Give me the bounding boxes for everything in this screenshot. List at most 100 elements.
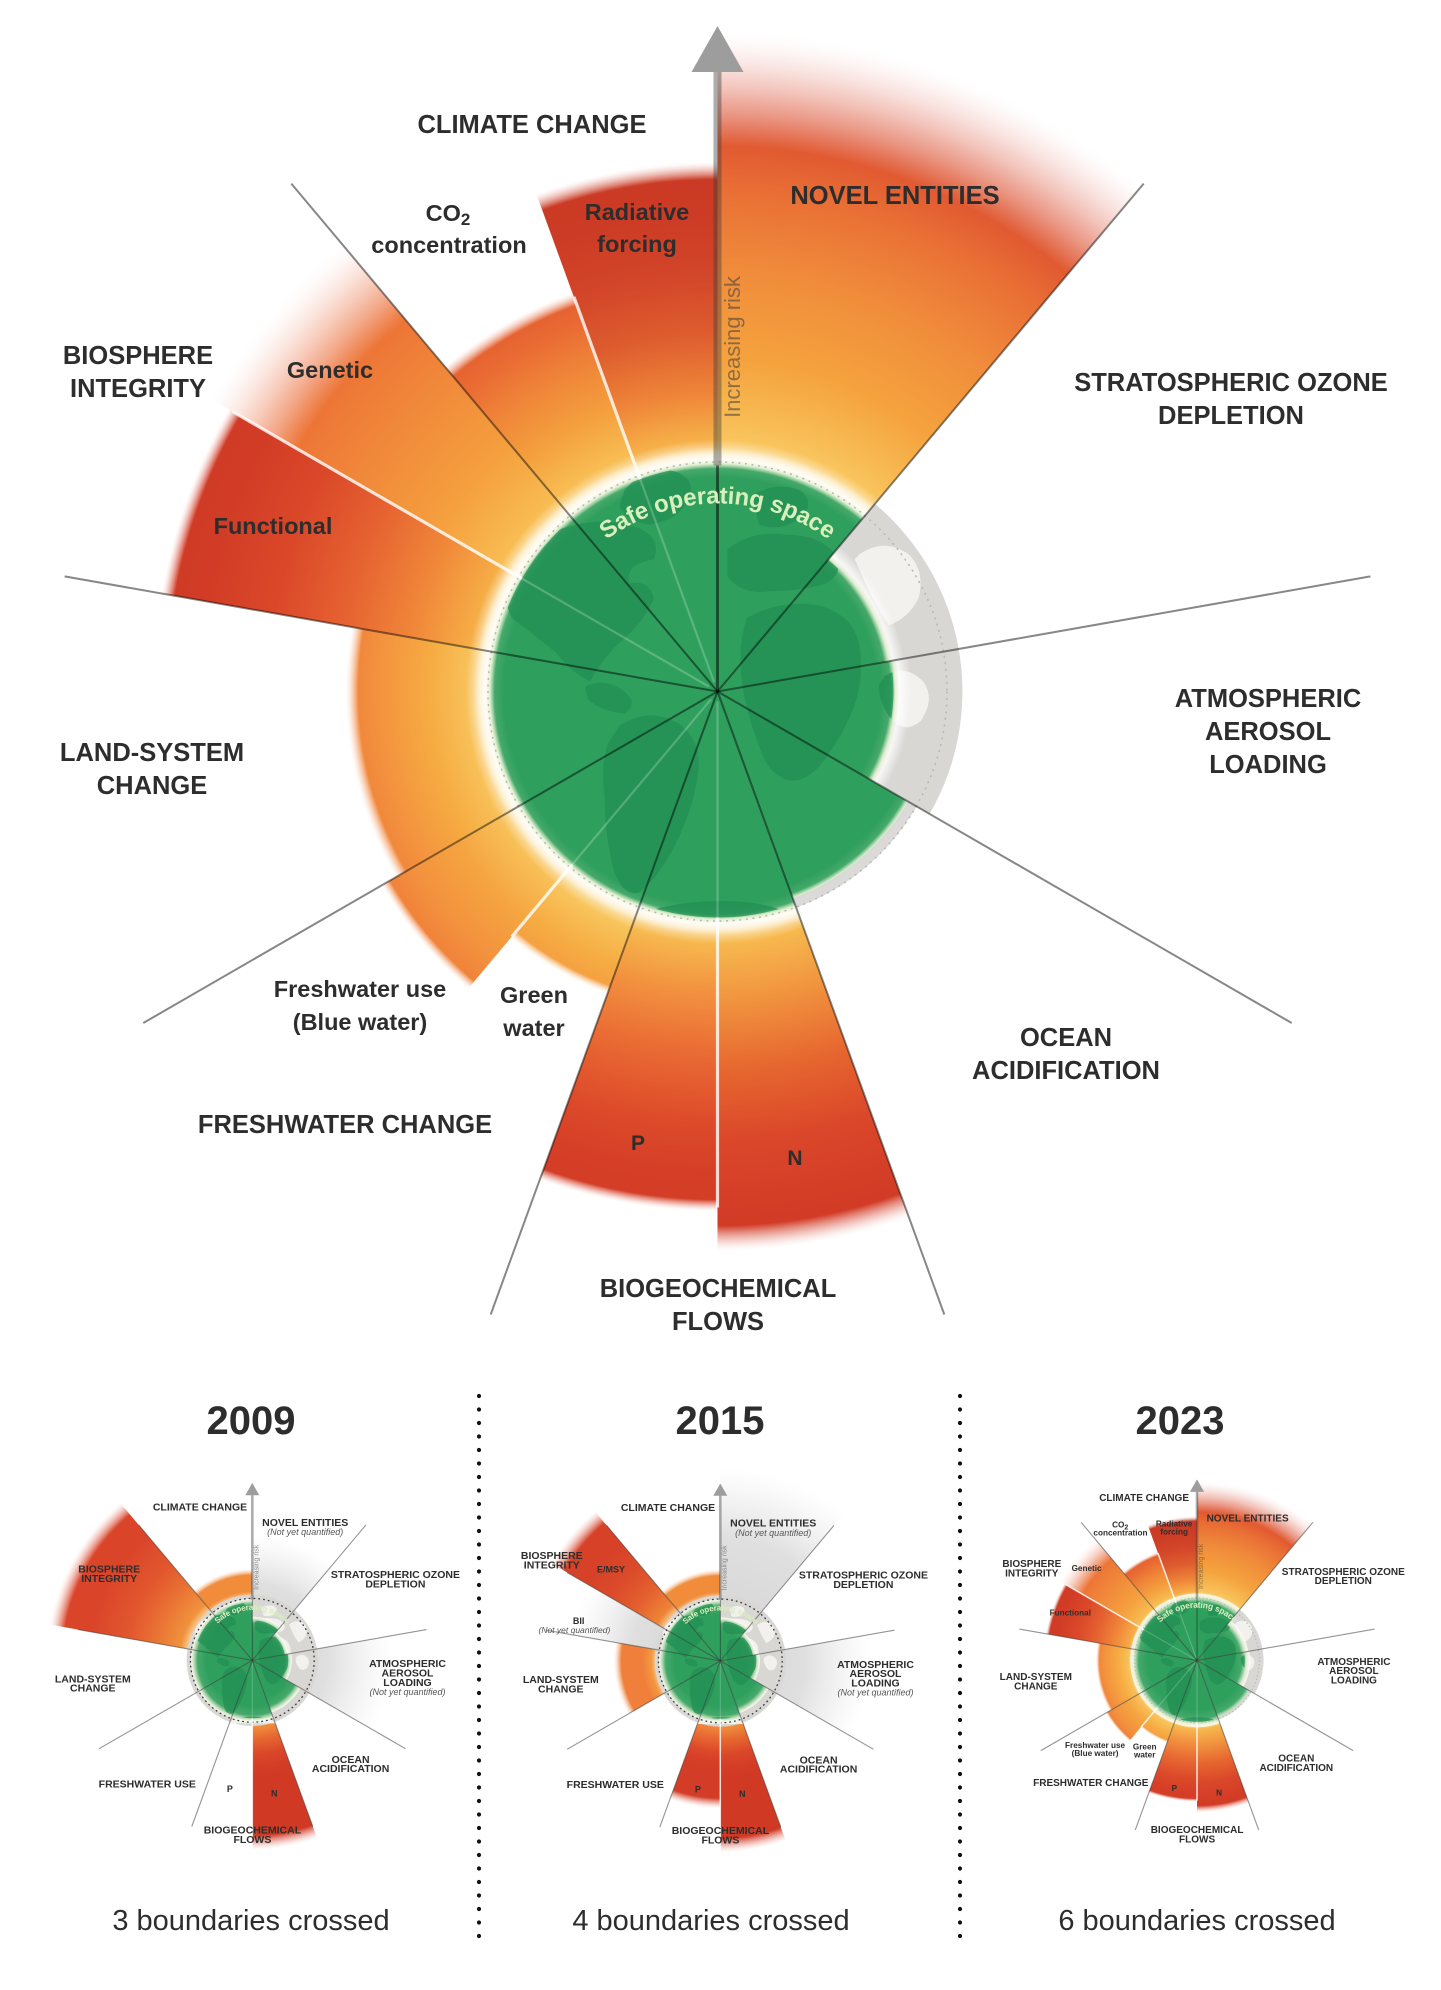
svg-text:6 boundaries crossed: 6 boundaries crossed xyxy=(1058,1905,1335,1937)
svg-text:OCEAN: OCEAN xyxy=(800,1754,838,1766)
svg-text:N: N xyxy=(1216,1788,1222,1797)
svg-text:STRATOSPHERIC OZONE: STRATOSPHERIC OZONE xyxy=(1282,1567,1405,1578)
svg-text:CHANGE: CHANGE xyxy=(70,1683,116,1695)
svg-text:(Not yet quantified): (Not yet quantified) xyxy=(538,1625,610,1635)
svg-text:Genetic: Genetic xyxy=(1072,1564,1102,1573)
svg-text:CLIMATE CHANGE: CLIMATE CHANGE xyxy=(417,111,646,139)
svg-text:(Blue water): (Blue water) xyxy=(1072,1749,1119,1758)
svg-text:Increasing risk: Increasing risk xyxy=(1198,1543,1205,1589)
svg-text:CHANGE: CHANGE xyxy=(1014,1682,1058,1693)
svg-text:CLIMATE CHANGE: CLIMATE CHANGE xyxy=(1099,1493,1189,1504)
svg-text:Radiative: Radiative xyxy=(1156,1520,1193,1529)
svg-text:2009: 2009 xyxy=(207,1399,296,1443)
svg-text:FLOWS: FLOWS xyxy=(1179,1834,1215,1845)
svg-text:(Not yet quantified): (Not yet quantified) xyxy=(735,1528,811,1538)
svg-text:LOADING: LOADING xyxy=(1331,1676,1377,1687)
svg-text:FRESHWATER USE: FRESHWATER USE xyxy=(99,1778,196,1790)
svg-text:NOVEL ENTITIES: NOVEL ENTITIES xyxy=(262,1517,348,1529)
svg-text:N: N xyxy=(739,1789,746,1799)
svg-text:CO2: CO2 xyxy=(426,200,471,229)
svg-text:P: P xyxy=(1172,1784,1178,1793)
svg-text:LAND-SYSTEM: LAND-SYSTEM xyxy=(60,739,244,767)
svg-text:FLOWS: FLOWS xyxy=(701,1835,739,1847)
svg-text:(Not yet quantified): (Not yet quantified) xyxy=(369,1687,445,1697)
svg-text:P: P xyxy=(695,1785,701,1795)
svg-text:N: N xyxy=(787,1147,802,1170)
svg-text:OCEAN: OCEAN xyxy=(332,1754,370,1766)
svg-text:Increasing risk: Increasing risk xyxy=(254,1544,261,1590)
svg-text:3 boundaries crossed: 3 boundaries crossed xyxy=(112,1905,389,1937)
svg-text:2023: 2023 xyxy=(1136,1399,1225,1443)
svg-text:DEPLETION: DEPLETION xyxy=(1158,402,1304,430)
svg-text:forcing: forcing xyxy=(597,231,677,257)
svg-text:(Blue water): (Blue water) xyxy=(293,1009,428,1035)
svg-text:CLIMATE CHANGE: CLIMATE CHANGE xyxy=(153,1501,247,1513)
svg-text:OCEAN: OCEAN xyxy=(1278,1753,1314,1764)
svg-text:P: P xyxy=(227,1784,233,1794)
svg-text:INTEGRITY: INTEGRITY xyxy=(70,375,206,403)
svg-text:ACIDIFICATION: ACIDIFICATION xyxy=(780,1764,857,1776)
svg-text:FRESHWATER CHANGE: FRESHWATER CHANGE xyxy=(198,1111,492,1139)
svg-text:OCEAN: OCEAN xyxy=(1020,1024,1112,1052)
svg-text:NOVEL ENTITIES: NOVEL ENTITIES xyxy=(1207,1514,1289,1525)
svg-text:DEPLETION: DEPLETION xyxy=(1315,1576,1372,1587)
svg-text:FLOWS: FLOWS xyxy=(233,1834,271,1846)
svg-text:ATMOSPHERIC: ATMOSPHERIC xyxy=(369,1658,446,1670)
svg-text:FRESHWATER USE: FRESHWATER USE xyxy=(567,1779,664,1791)
svg-text:water: water xyxy=(502,1015,564,1041)
svg-text:ATMOSPHERIC: ATMOSPHERIC xyxy=(1175,685,1362,713)
svg-text:AEROSOL: AEROSOL xyxy=(382,1668,435,1680)
svg-text:CHANGE: CHANGE xyxy=(538,1683,584,1695)
svg-text:BIOGEOCHEMICAL: BIOGEOCHEMICAL xyxy=(672,1825,770,1837)
svg-text:NOVEL ENTITIES: NOVEL ENTITIES xyxy=(790,182,999,210)
svg-text:LOADING: LOADING xyxy=(383,1677,431,1689)
svg-text:BIOSPHERE: BIOSPHERE xyxy=(1002,1559,1061,1570)
svg-text:Functional: Functional xyxy=(1050,1609,1091,1618)
svg-text:Radiative: Radiative xyxy=(585,199,690,225)
svg-text:DEPLETION: DEPLETION xyxy=(833,1579,893,1591)
svg-text:N: N xyxy=(271,1788,278,1798)
svg-text:FLOWS: FLOWS xyxy=(672,1308,764,1336)
svg-text:Green: Green xyxy=(500,982,568,1008)
svg-text:ATMOSPHERIC: ATMOSPHERIC xyxy=(837,1659,914,1671)
svg-text:water: water xyxy=(1133,1751,1156,1760)
svg-text:DEPLETION: DEPLETION xyxy=(365,1578,425,1590)
svg-text:INTEGRITY: INTEGRITY xyxy=(524,1559,580,1571)
svg-text:Freshwater use: Freshwater use xyxy=(1065,1741,1126,1750)
svg-text:LAND-SYSTEM: LAND-SYSTEM xyxy=(523,1674,599,1686)
svg-text:ACIDIFICATION: ACIDIFICATION xyxy=(972,1057,1160,1085)
svg-text:INTEGRITY: INTEGRITY xyxy=(81,1573,137,1585)
svg-text:AEROSOL: AEROSOL xyxy=(1205,718,1331,746)
svg-text:(Not yet quantified): (Not yet quantified) xyxy=(837,1688,913,1698)
svg-text:CO2: CO2 xyxy=(1112,1520,1128,1531)
svg-text:Genetic: Genetic xyxy=(287,357,373,383)
svg-text:E/MSY: E/MSY xyxy=(597,1565,625,1575)
svg-text:STRATOSPHERIC OZONE: STRATOSPHERIC OZONE xyxy=(799,1570,928,1582)
svg-text:(Not yet quantified): (Not yet quantified) xyxy=(267,1527,343,1537)
svg-text:BIOGEOCHEMICAL: BIOGEOCHEMICAL xyxy=(1151,1825,1244,1836)
svg-text:STRATOSPHERIC OZONE: STRATOSPHERIC OZONE xyxy=(1074,369,1388,397)
svg-text:LOADING: LOADING xyxy=(1209,751,1327,779)
svg-text:LOADING: LOADING xyxy=(851,1677,899,1689)
svg-text:BII: BII xyxy=(573,1616,585,1626)
svg-text:BIOSPHERE: BIOSPHERE xyxy=(78,1564,140,1576)
svg-text:INTEGRITY: INTEGRITY xyxy=(1005,1569,1059,1580)
svg-text:ACIDIFICATION: ACIDIFICATION xyxy=(312,1763,389,1775)
svg-text:2015: 2015 xyxy=(676,1399,765,1443)
svg-text:STRATOSPHERIC OZONE: STRATOSPHERIC OZONE xyxy=(331,1569,460,1581)
svg-text:AEROSOL: AEROSOL xyxy=(850,1668,903,1680)
svg-text:BIOGEOCHEMICAL: BIOGEOCHEMICAL xyxy=(600,1275,837,1303)
svg-text:LAND-SYSTEM: LAND-SYSTEM xyxy=(1000,1672,1072,1683)
svg-text:CHANGE: CHANGE xyxy=(97,772,208,800)
svg-text:concentration: concentration xyxy=(371,232,526,258)
svg-text:BIOSPHERE: BIOSPHERE xyxy=(521,1550,583,1562)
svg-text:FRESHWATER CHANGE: FRESHWATER CHANGE xyxy=(1033,1778,1149,1789)
svg-text:NOVEL ENTITIES: NOVEL ENTITIES xyxy=(730,1518,816,1530)
svg-text:BIOSPHERE: BIOSPHERE xyxy=(63,342,213,370)
svg-text:forcing: forcing xyxy=(1160,1528,1188,1537)
svg-text:LAND-SYSTEM: LAND-SYSTEM xyxy=(55,1673,131,1685)
svg-text:CLIMATE CHANGE: CLIMATE CHANGE xyxy=(621,1502,715,1514)
svg-text:AEROSOL: AEROSOL xyxy=(1329,1666,1378,1677)
svg-text:Green: Green xyxy=(1133,1743,1157,1752)
svg-text:Freshwater use: Freshwater use xyxy=(274,976,446,1002)
